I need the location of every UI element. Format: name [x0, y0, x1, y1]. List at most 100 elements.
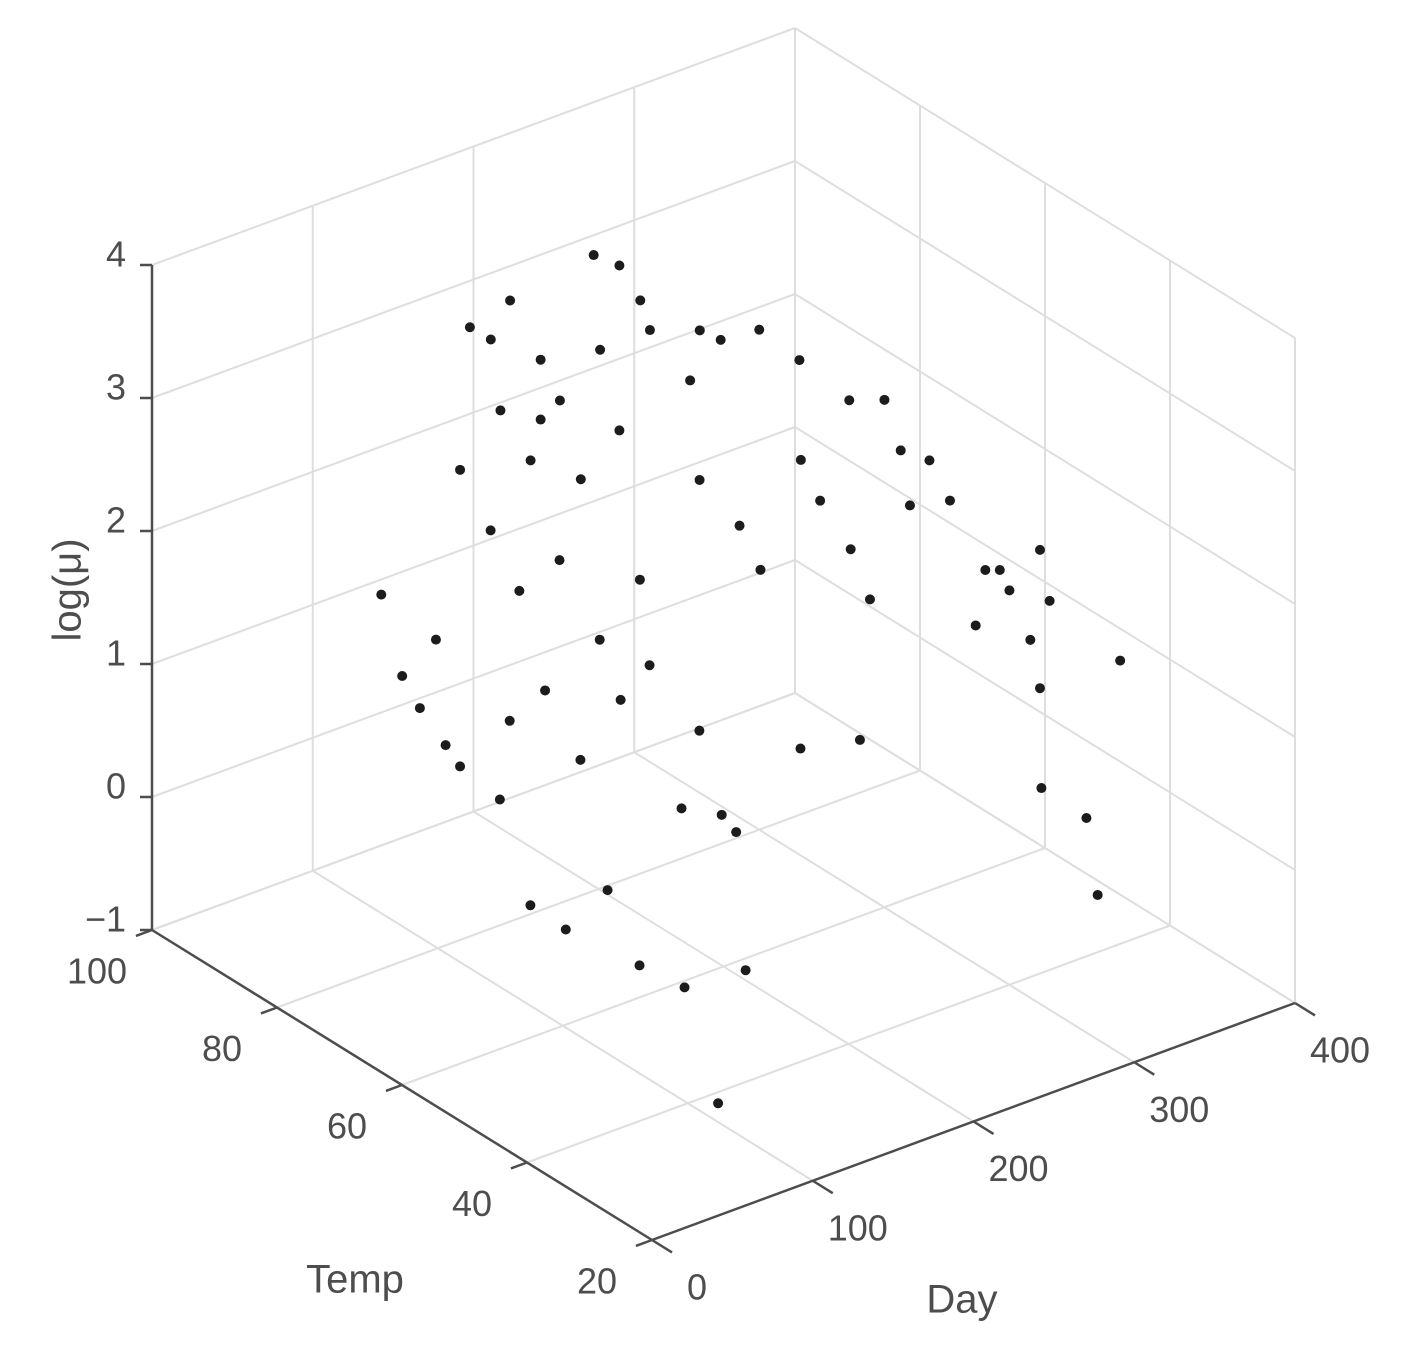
grid-line	[794, 293, 1296, 605]
grid-line	[151, 426, 796, 665]
point	[644, 325, 655, 336]
point	[575, 754, 586, 765]
point	[535, 354, 546, 365]
grid-line	[151, 160, 796, 399]
point	[740, 965, 751, 976]
point	[614, 425, 625, 436]
x-tick-label: 200	[988, 1148, 1048, 1189]
y-tick-label: 40	[452, 1183, 492, 1224]
z-tick-label: 0	[106, 766, 126, 807]
point	[994, 565, 1005, 576]
z-tick-label: 1	[106, 633, 126, 674]
point	[694, 325, 705, 336]
y-tick	[385, 1083, 403, 1093]
point	[795, 454, 806, 465]
grid-line	[151, 293, 796, 532]
point	[879, 394, 890, 405]
point	[614, 260, 625, 271]
point	[895, 445, 906, 456]
point	[485, 334, 496, 345]
point	[440, 740, 451, 751]
point	[525, 455, 536, 466]
x-tick-label: 0	[687, 1267, 707, 1308]
y-tick-label: 60	[327, 1106, 367, 1147]
point	[540, 685, 551, 696]
y-tick-label: 100	[67, 951, 127, 992]
grid-line	[526, 924, 1171, 1164]
point	[980, 565, 991, 576]
z-tick-label: 4	[106, 234, 126, 275]
z-tick-label: −1	[85, 899, 126, 940]
point	[1036, 783, 1047, 794]
point	[602, 885, 613, 896]
point	[731, 827, 742, 838]
point	[679, 982, 690, 993]
point	[430, 634, 441, 645]
grid-line	[401, 847, 1046, 1086]
point	[715, 334, 726, 345]
point	[904, 500, 915, 511]
y-tick	[510, 1161, 528, 1170]
point	[505, 295, 516, 306]
x-tick	[1133, 1061, 1155, 1076]
grid-line	[794, 27, 1296, 339]
point	[854, 734, 865, 745]
z-tick-label: 3	[106, 367, 126, 408]
z-axis-label: log(μ)	[46, 538, 90, 641]
point	[535, 414, 546, 425]
grid-line	[794, 160, 1296, 472]
point	[1081, 812, 1092, 823]
point	[1092, 889, 1103, 900]
point	[794, 355, 805, 366]
point	[514, 585, 525, 596]
y-tick	[260, 1006, 278, 1015]
point	[525, 900, 536, 911]
point	[1115, 655, 1126, 666]
point	[635, 295, 646, 306]
x-tick	[972, 1120, 995, 1135]
point	[455, 761, 466, 772]
x-tick	[812, 1179, 834, 1195]
point	[1034, 544, 1045, 555]
grid-line	[151, 27, 796, 266]
grid-line	[151, 692, 796, 931]
point	[864, 594, 875, 605]
point	[845, 544, 856, 555]
point	[1025, 634, 1036, 645]
point	[1044, 595, 1055, 606]
point	[755, 564, 766, 575]
x-tick	[1294, 1001, 1316, 1017]
grid-line	[276, 769, 921, 1009]
point	[1004, 585, 1015, 596]
y-tick	[135, 928, 153, 938]
y-tick	[635, 1238, 653, 1248]
point	[924, 455, 935, 466]
point	[376, 589, 387, 600]
point	[414, 703, 425, 714]
point	[595, 344, 606, 355]
point	[588, 250, 599, 261]
point	[970, 620, 981, 631]
point	[694, 474, 705, 485]
x-tick-label: 300	[1149, 1089, 1209, 1130]
point	[485, 525, 496, 536]
point	[676, 803, 687, 814]
y-axis-label: Temp	[306, 1258, 404, 1302]
z-tick-label: 2	[106, 500, 126, 541]
point	[594, 634, 605, 645]
x-tick-label: 400	[1310, 1030, 1370, 1071]
point	[815, 495, 826, 506]
point	[694, 725, 705, 736]
point	[734, 520, 745, 531]
point	[685, 375, 696, 386]
point	[1034, 683, 1045, 694]
point	[795, 743, 806, 754]
point	[634, 960, 645, 971]
grid-line	[794, 692, 1296, 1004]
point	[554, 395, 565, 406]
point	[615, 694, 626, 705]
point	[455, 464, 466, 475]
y-tick-label: 20	[577, 1261, 617, 1302]
grid-line	[794, 426, 1296, 738]
point	[634, 574, 645, 585]
